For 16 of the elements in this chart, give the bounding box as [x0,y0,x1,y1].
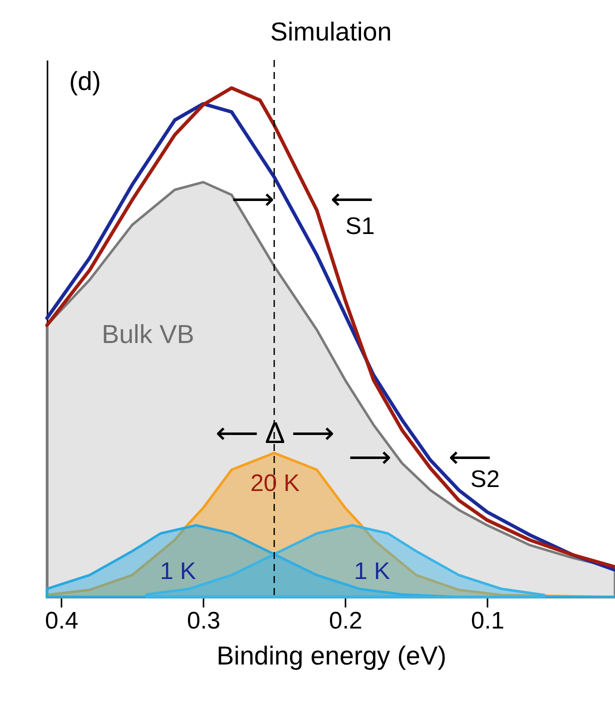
annotation: Bulk VB [102,319,194,349]
annotation: ⟵ Δ ⟶ [215,417,335,450]
x-tick-label: 0.4 [45,608,78,634]
annotation: ⟶ [348,441,392,474]
x-tick-label: 0.1 [471,608,504,634]
annotation: (d) [69,66,101,96]
x-tick-label: 0.3 [187,608,220,634]
annotation: 20 K [250,470,300,497]
annotation: ⟵ [330,183,374,216]
annotation: S1 [345,213,375,240]
x-axis-title: Binding energy (eV) [216,640,446,670]
x-tick-label: 0.2 [329,608,362,634]
annotation: 1 K [160,558,196,585]
chart-title: Simulation [270,16,392,46]
annotation: ⟶ [232,183,274,216]
annotation: 1 K [354,558,390,585]
